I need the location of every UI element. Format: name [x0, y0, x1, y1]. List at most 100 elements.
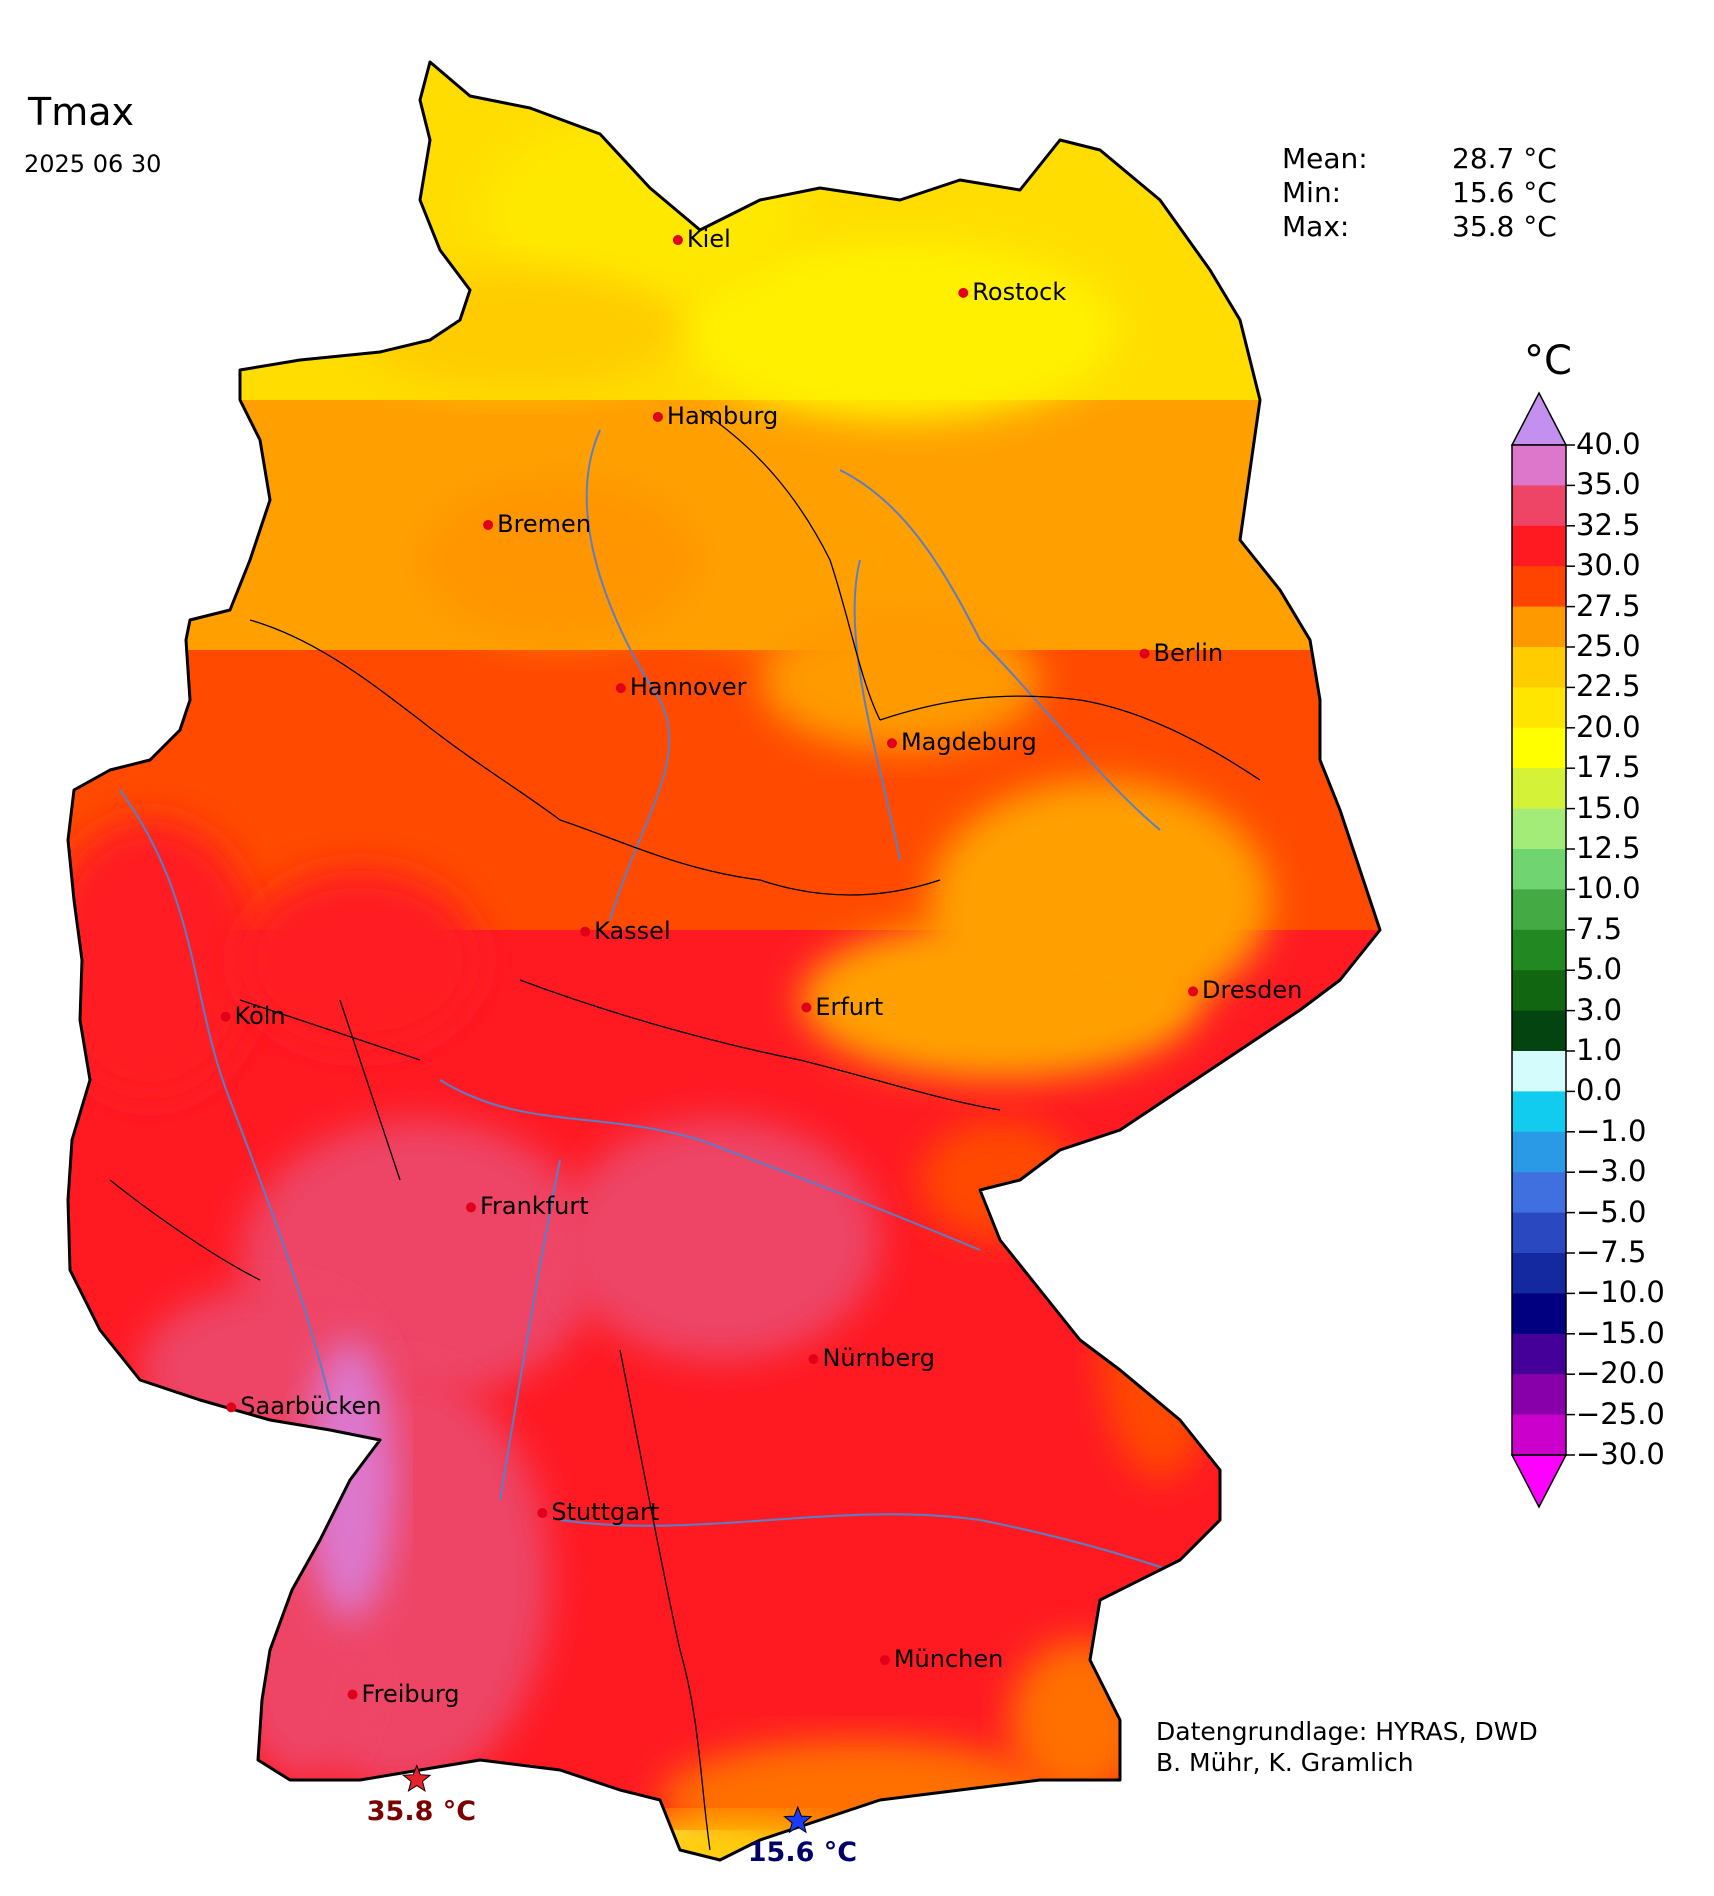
city-dot-magdeburg	[886, 738, 897, 749]
colorbar-tick-label: 22.5	[1576, 669, 1641, 704]
city-dot-freiburg	[347, 1689, 358, 1700]
colorbar-tick-label: −1.0	[1576, 1113, 1647, 1148]
stat-mean-label: Mean:	[1282, 142, 1368, 175]
colorbar-tick-label: −3.0	[1576, 1154, 1647, 1189]
map-date: 2025 06 30	[24, 150, 162, 178]
colorbar-tick-label: 5.0	[1576, 952, 1623, 987]
colorbar-tick-label: 40.0	[1576, 427, 1641, 461]
colorbar-segment	[1512, 1091, 1566, 1133]
colorbar-segment	[1512, 727, 1566, 769]
colorbar-tick-label: −7.5	[1576, 1235, 1647, 1269]
city-markers	[220, 235, 1199, 1700]
extreme-min-label: 15.6 °C	[747, 1836, 858, 1868]
stat-mean-value: 28.7 °C	[1452, 142, 1557, 175]
colorbar-over-arrow	[1510, 391, 1568, 446]
colorbar-tick-label: 3.0	[1576, 992, 1623, 1027]
colorbar-segment	[1512, 1253, 1566, 1294]
colorbar-segment	[1512, 808, 1566, 850]
colorbar-tick-label: 25.0	[1576, 629, 1641, 663]
colorbar-segment	[1512, 1172, 1566, 1214]
city-label-bremen: Bremen	[497, 509, 592, 538]
colorbar-tick-label: −10.0	[1576, 1275, 1665, 1310]
extreme-max-label: 35.8 °C	[366, 1795, 477, 1827]
colorbar-segment	[1512, 1374, 1566, 1416]
extreme-max-star-icon	[402, 1764, 432, 1793]
colorbar-segment	[1512, 1051, 1566, 1092]
colorbar-under-arrow	[1510, 1454, 1568, 1509]
colorbar-tick-label: −30.0	[1576, 1437, 1665, 1471]
city-dot-kiel	[672, 235, 683, 246]
city-label-magdeburg: Magdeburg	[900, 728, 1037, 757]
colorbar-tick-label: 20.0	[1576, 709, 1641, 744]
city-label-kassel: Kassel	[594, 916, 671, 945]
colorbar-segment	[1512, 1414, 1566, 1456]
colorbar-tick-label: 10.0	[1576, 871, 1641, 906]
colorbar-segment	[1512, 485, 1566, 527]
colorbar-segment	[1512, 929, 1566, 971]
city-label-freiburg: Freiburg	[361, 1679, 460, 1708]
colorbar-segment	[1512, 647, 1566, 688]
city-label-rostock: Rostock	[972, 277, 1067, 306]
colorbar-tick-label: 32.5	[1576, 507, 1641, 542]
city-label-nürnberg: Nürnberg	[822, 1344, 935, 1373]
city-dot-köln	[220, 1011, 231, 1022]
extreme-min-star-icon	[783, 1805, 813, 1834]
colorbar-tick-label: 0.0	[1576, 1073, 1623, 1108]
colorbar-segment	[1512, 445, 1566, 486]
colorbar-tick-label: 12.5	[1576, 831, 1641, 865]
map-title: Tmax	[28, 90, 135, 134]
city-label-köln: Köln	[234, 1001, 286, 1030]
colorbar-tick-label: 17.5	[1576, 750, 1641, 785]
colorbar-tick-label: 30.0	[1576, 548, 1641, 583]
city-label-hannover: Hannover	[629, 673, 747, 702]
colorbar-segment	[1512, 566, 1566, 608]
city-label-frankfurt: Frankfurt	[479, 1192, 589, 1221]
colorbar-segment	[1512, 889, 1566, 931]
colorbar-segment	[1512, 525, 1566, 567]
city-dot-erfurt	[801, 1002, 812, 1013]
city-label-hamburg: Hamburg	[666, 401, 779, 430]
credit-authors: B. Mühr, K. Gramlich	[1156, 1748, 1414, 1777]
colorbar-tick-label: 1.0	[1576, 1033, 1623, 1067]
city-label-berlin: Berlin	[1153, 638, 1224, 667]
extreme-markers	[402, 1764, 813, 1834]
colorbar-tick-label: 7.5	[1576, 911, 1623, 946]
city-label-dresden: Dresden	[1202, 976, 1303, 1005]
colorbar-tick-label: −5.0	[1576, 1194, 1647, 1229]
colorbar-segment	[1512, 768, 1566, 810]
city-dot-kassel	[580, 926, 591, 937]
colorbar-segment	[1512, 1333, 1566, 1375]
colorbar-tick-label: −15.0	[1576, 1315, 1665, 1350]
city-dot-stuttgart	[537, 1508, 548, 1519]
colorbar-tick-label: 15.0	[1576, 790, 1641, 825]
colorbar-unit: °C	[1524, 338, 1572, 384]
city-label-münchen: München	[893, 1645, 1004, 1674]
city-dot-münchen	[879, 1655, 890, 1666]
city-dot-rostock	[958, 287, 969, 298]
colorbar-segment	[1512, 606, 1566, 648]
credit-source: Datengrundlage: HYRAS, DWD	[1156, 1717, 1538, 1746]
city-dot-saarbücken	[226, 1402, 237, 1413]
colorbar	[1510, 391, 1575, 1509]
stat-min-label: Min:	[1282, 176, 1342, 209]
colorbar-segment	[1512, 849, 1566, 890]
city-dot-dresden	[1188, 986, 1199, 997]
colorbar-segment	[1512, 1010, 1566, 1052]
city-label-kiel: Kiel	[686, 225, 731, 254]
colorbar-segment	[1512, 687, 1566, 729]
stat-min-value: 15.6 °C	[1452, 176, 1557, 209]
city-label-stuttgart: Stuttgart	[551, 1498, 660, 1527]
city-dot-nürnberg	[808, 1354, 819, 1365]
colorbar-segment	[1512, 1293, 1566, 1335]
colorbar-tick-label: 35.0	[1576, 467, 1641, 502]
city-dot-bremen	[483, 519, 494, 530]
stat-max-label: Max:	[1282, 210, 1350, 243]
city-dot-hamburg	[652, 411, 663, 422]
colorbar-segment	[1512, 1131, 1566, 1173]
colorbar-tick-label: −20.0	[1576, 1356, 1665, 1391]
city-dot-berlin	[1139, 648, 1150, 659]
colorbar-segment	[1512, 1212, 1566, 1254]
city-dot-frankfurt	[465, 1202, 476, 1213]
